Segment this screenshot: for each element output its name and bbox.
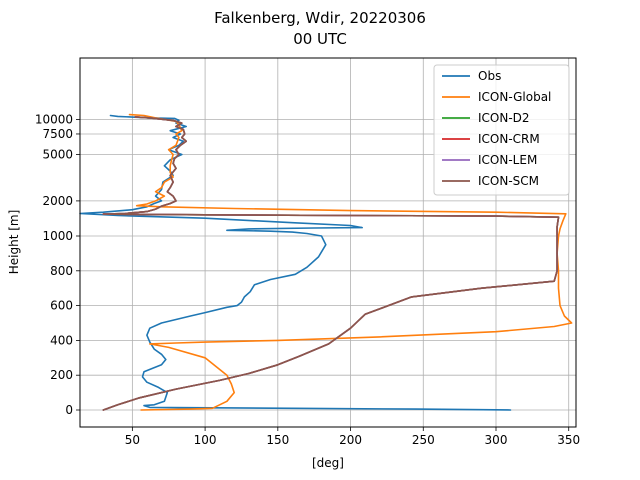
y-tick-label: 800 bbox=[50, 264, 73, 278]
y-tick-label: 10000 bbox=[35, 112, 73, 126]
legend-entries: Obs ICON-Global ICON-D2 ICON-CRM ICON-LEM ICO… bbox=[442, 69, 551, 188]
legend-label: ICON-CRM bbox=[478, 132, 540, 146]
x-axis-label: [deg] bbox=[312, 456, 344, 470]
plot-area-frame bbox=[79, 57, 577, 428]
legend-entry: ICON-D2 bbox=[442, 111, 530, 125]
x-tick-label: 50 bbox=[125, 433, 140, 447]
legend-label: Obs bbox=[478, 69, 501, 83]
chart-subtitle: 00 UTC bbox=[293, 30, 347, 48]
series-line-icon-scm bbox=[102, 116, 560, 411]
y-tick-label: 2000 bbox=[42, 194, 73, 208]
legend: Obs ICON-Global ICON-D2 ICON-CRM ICON-LEM ICO… bbox=[433, 64, 570, 196]
legend-label: ICON-Global bbox=[478, 90, 551, 104]
y-tick-label: 400 bbox=[50, 333, 73, 347]
x-tick-label: 300 bbox=[485, 433, 508, 447]
x-tick-label: 200 bbox=[339, 433, 362, 447]
x-tick-label: 350 bbox=[557, 433, 580, 447]
legend-entry: ICON-SCM bbox=[442, 174, 539, 188]
y-tick-label: 1000 bbox=[42, 229, 73, 243]
x-tick-label: 250 bbox=[412, 433, 435, 447]
x-tick-label: 150 bbox=[266, 433, 289, 447]
y-axis-label: Height [m] bbox=[7, 210, 21, 275]
legend-entry: ICON-LEM bbox=[442, 153, 537, 167]
y-tick-label: 7500 bbox=[42, 127, 73, 141]
y-tick-label: 200 bbox=[50, 368, 73, 382]
y-tick-label: 5000 bbox=[42, 148, 73, 162]
x-axis-ticks: 50 100 150 200 250 300 350 bbox=[125, 427, 580, 447]
x-tick-label: 100 bbox=[194, 433, 217, 447]
legend-entry: ICON-Global bbox=[442, 90, 551, 104]
legend-label: ICON-LEM bbox=[478, 153, 537, 167]
legend-label: ICON-SCM bbox=[478, 174, 539, 188]
series-lines bbox=[79, 113, 573, 411]
y-tick-label: 600 bbox=[50, 299, 73, 313]
series-line-icon-global bbox=[128, 113, 573, 411]
legend-label: ICON-D2 bbox=[478, 111, 530, 125]
y-tick-label: 0 bbox=[65, 403, 73, 417]
chart-title: Falkenberg, Wdir, 20220306 bbox=[214, 9, 426, 27]
legend-entry: Obs bbox=[442, 69, 501, 83]
legend-entry: ICON-CRM bbox=[442, 132, 540, 146]
